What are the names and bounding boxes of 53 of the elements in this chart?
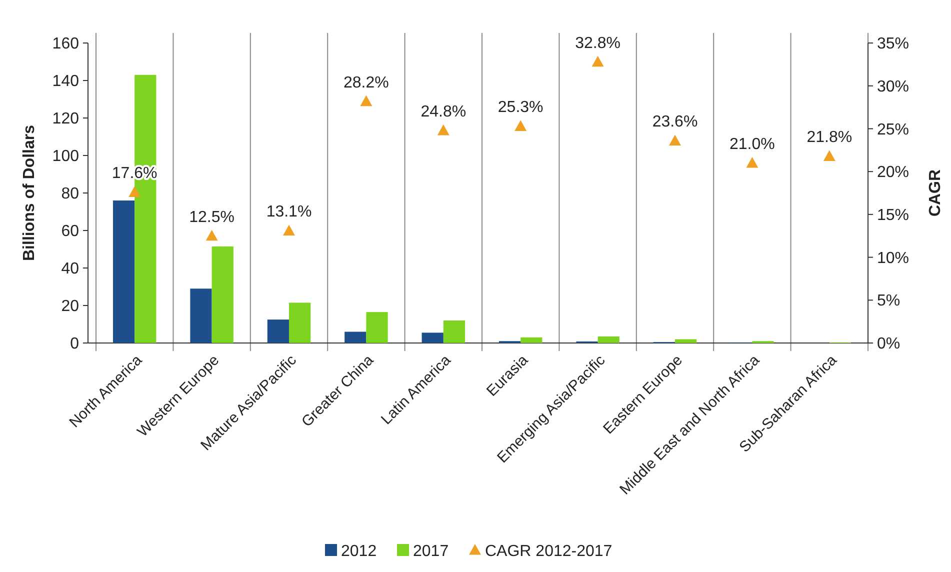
y-tick-label: 160 xyxy=(52,36,80,53)
data-label: 24.8% xyxy=(420,103,466,120)
bar xyxy=(267,320,289,343)
data-label: 21.0% xyxy=(730,136,775,153)
y-tick-label: 60 xyxy=(61,223,80,240)
y-tick-label: 140 xyxy=(52,73,80,90)
bar xyxy=(422,332,444,343)
bar xyxy=(112,200,135,343)
data-label: 25.3% xyxy=(498,99,544,116)
bar xyxy=(520,337,542,343)
data-label: 12.5% xyxy=(189,208,234,226)
bar xyxy=(212,246,234,343)
y-tick-label: 20 xyxy=(61,298,80,316)
y2-tick-label: 15% xyxy=(877,207,910,224)
y2-axis-title: CAGR xyxy=(927,169,944,217)
y-tick-label: 80 xyxy=(61,186,80,203)
y-tick-label: 100 xyxy=(52,148,80,166)
point xyxy=(360,95,372,106)
y2-tick-label: 0% xyxy=(877,336,900,353)
point xyxy=(669,134,681,146)
point xyxy=(746,157,758,168)
data-label: 23.6% xyxy=(652,114,698,131)
y2-tick-label: 5% xyxy=(877,292,900,310)
y2-tick-label: 10% xyxy=(877,250,910,267)
bar xyxy=(366,312,388,343)
bar xyxy=(289,302,311,343)
y2-tick-label: 20% xyxy=(877,164,910,182)
data-label: 21.8% xyxy=(806,129,852,146)
y2-tick-label: 25% xyxy=(877,121,910,138)
y2-tick-label: 30% xyxy=(877,78,910,96)
point xyxy=(592,56,604,67)
bar xyxy=(344,332,366,343)
y-tick-label: 120 xyxy=(52,110,80,128)
bar xyxy=(190,288,212,343)
bar xyxy=(443,320,466,343)
y-tick-label: 0 xyxy=(70,336,80,353)
point xyxy=(206,230,218,241)
data-label: 13.1% xyxy=(266,204,312,221)
point xyxy=(437,124,450,136)
legend-label: 2017 xyxy=(413,543,449,560)
bar xyxy=(675,339,697,343)
point xyxy=(128,186,141,197)
y-axis-title: Billions of Dollars xyxy=(21,124,38,262)
point xyxy=(283,224,295,236)
y-tick-label: 40 xyxy=(61,260,80,278)
data-label: 28.2% xyxy=(344,74,389,92)
bar xyxy=(598,336,620,343)
data-label: 32.8% xyxy=(575,34,620,52)
y2-tick-label: 35% xyxy=(877,36,910,53)
point xyxy=(514,120,527,131)
legend-label: CAGR 2012-2017 xyxy=(485,543,612,560)
point xyxy=(823,150,836,161)
legend-label: 2012 xyxy=(341,543,377,560)
